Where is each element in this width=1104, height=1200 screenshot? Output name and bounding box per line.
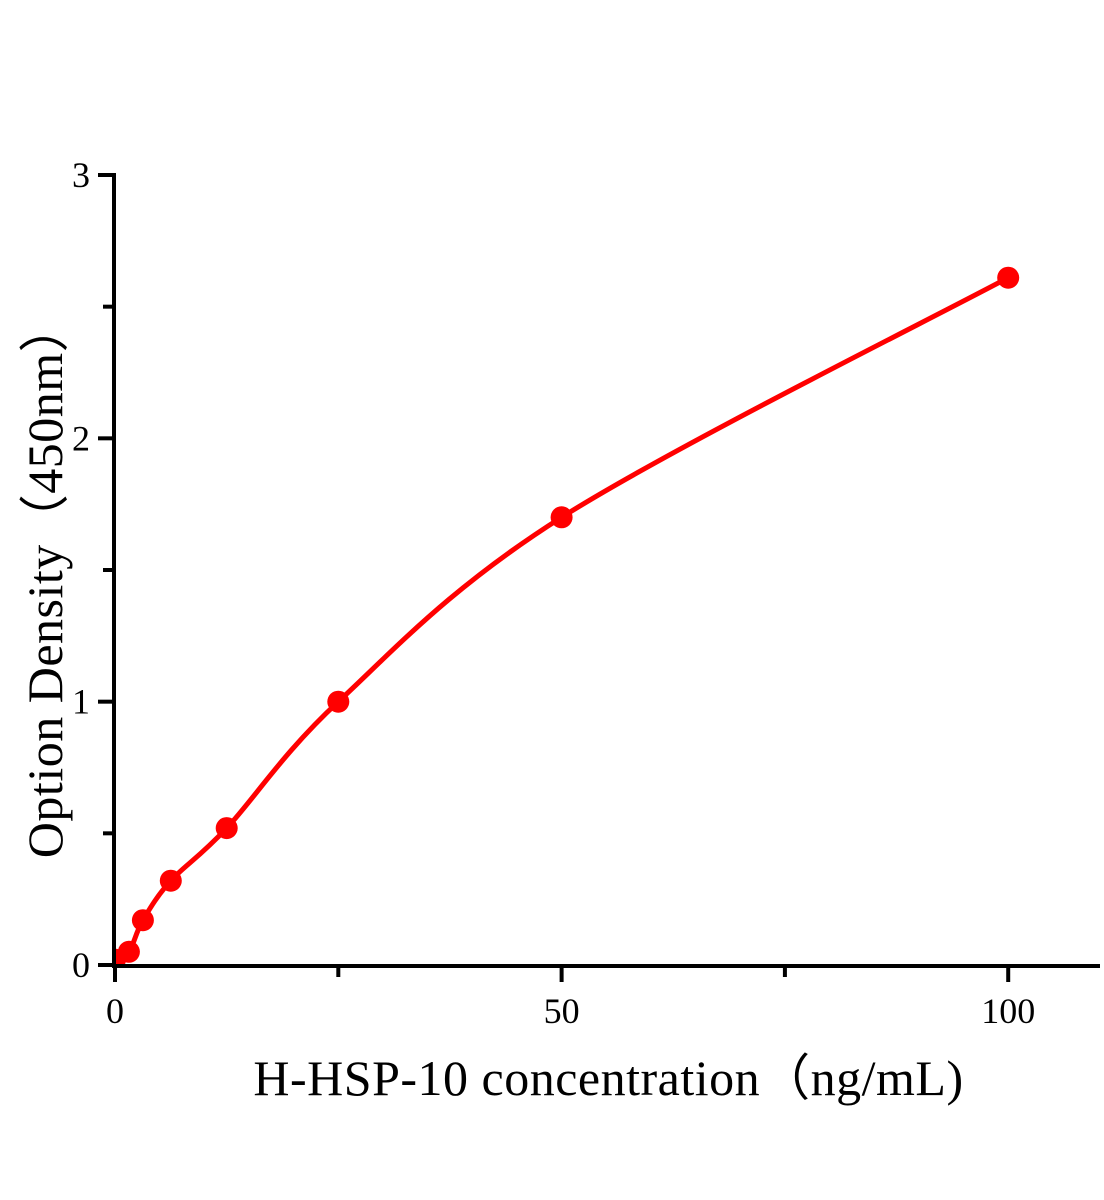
data-point-marker bbox=[131, 909, 154, 932]
data-point-marker bbox=[117, 940, 140, 963]
x-tick-label: 100 bbox=[981, 991, 1035, 1031]
y-tick-label: 0 bbox=[72, 945, 90, 985]
y-axis-title: Option Density（450nm） bbox=[17, 301, 73, 859]
x-tick-label: 0 bbox=[106, 991, 124, 1031]
standard-curve-line bbox=[116, 275, 1011, 962]
y-tick-label: 1 bbox=[72, 682, 90, 722]
y-tick-label: 3 bbox=[72, 155, 90, 195]
data-point-marker bbox=[550, 506, 573, 529]
x-tick-label: 50 bbox=[544, 991, 580, 1031]
data-point-marker bbox=[215, 817, 238, 840]
data-point-marker bbox=[327, 690, 350, 713]
x-axis-title: H-HSP-10 concentration（ng/mL) bbox=[253, 1050, 964, 1106]
data-point-marker bbox=[159, 869, 182, 892]
y-tick-label: 2 bbox=[72, 418, 90, 458]
data-point-marker bbox=[997, 266, 1020, 289]
